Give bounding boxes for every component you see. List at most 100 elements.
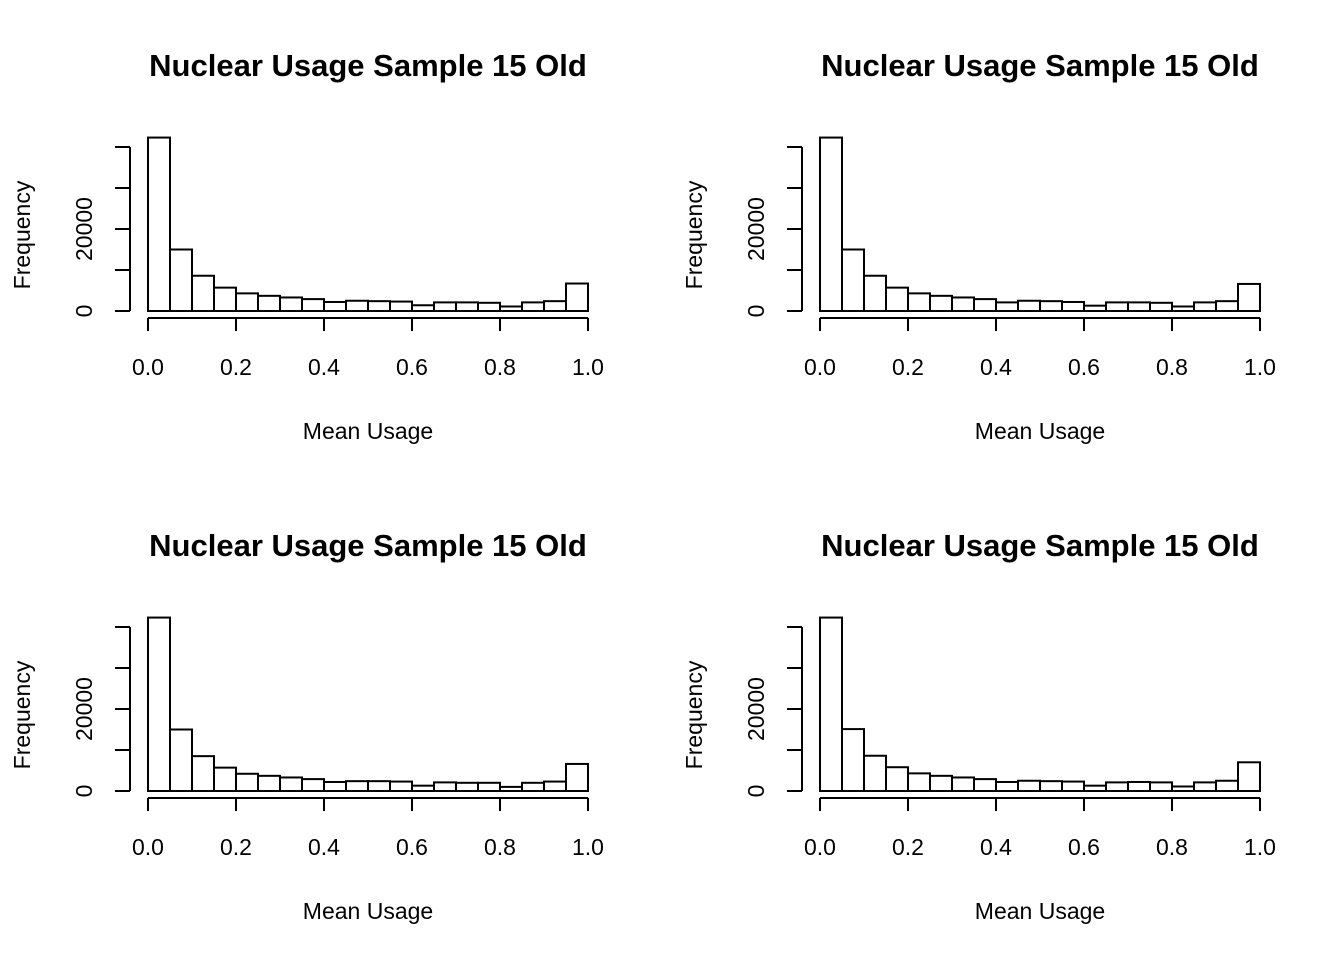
histogram-bar	[1017, 779, 1041, 792]
histogram-bar	[973, 778, 997, 792]
y-axis-title: Frequency	[681, 660, 707, 769]
x-axis-title: Mean Usage	[975, 898, 1105, 924]
histogram-bar	[543, 780, 567, 793]
histogram-bar	[279, 776, 303, 793]
x-tick-label: 1.0	[572, 834, 604, 860]
y-tick-label: 0	[71, 785, 97, 798]
histogram-bar	[389, 300, 413, 313]
histogram-bar	[235, 772, 259, 792]
x-tick-label: 0.2	[220, 834, 252, 860]
histogram-bar	[169, 248, 193, 312]
histogram-bar	[565, 762, 589, 793]
histogram-bar	[433, 781, 457, 793]
histogram-bar	[1017, 299, 1041, 312]
x-tick-label: 0.0	[132, 834, 164, 860]
histogram-bar	[147, 136, 171, 312]
histogram-bar	[411, 304, 435, 313]
histogram-bar	[1061, 780, 1085, 793]
histogram-bar	[1237, 282, 1261, 313]
histogram-panel: Nuclear Usage Sample 15 Old 0.0 0.2 0.4 0.6 0…	[9, 528, 604, 924]
histogram-bar	[477, 301, 501, 312]
histogram-bar	[1215, 779, 1239, 792]
histogram-bar	[841, 248, 865, 312]
x-tick-label: 0.2	[892, 354, 924, 380]
chart-title: Nuclear Usage Sample 15 Old	[149, 48, 587, 83]
histogram-bar	[1105, 301, 1129, 313]
histogram-bar	[1039, 300, 1063, 313]
x-tick-label: 0.0	[804, 354, 836, 380]
histogram-bar	[907, 772, 931, 792]
histogram-bar	[1149, 781, 1173, 793]
histogram-bar	[411, 784, 435, 793]
histogram-bar	[929, 294, 953, 312]
histogram-bar	[1083, 784, 1107, 793]
y-tick-label: 20000	[743, 197, 769, 261]
x-tick-label: 0.6	[1068, 354, 1100, 380]
x-tick-label: 0.6	[396, 354, 428, 380]
chart-title: Nuclear Usage Sample 15 Old	[821, 528, 1259, 563]
histogram-bar	[819, 136, 843, 312]
histogram-bar	[995, 301, 1019, 313]
histogram-bar	[521, 781, 545, 792]
histogram-bar	[1039, 780, 1063, 793]
histogram-bar	[1193, 781, 1217, 793]
histogram-bar	[907, 292, 931, 312]
x-tick-label: 0.8	[1156, 354, 1188, 380]
histogram-bar	[863, 754, 887, 792]
histogram-bar	[235, 292, 259, 312]
histogram-bar	[543, 300, 567, 313]
x-axis-title: Mean Usage	[303, 898, 433, 924]
histogram-bar	[995, 780, 1019, 793]
histogram-bar	[1061, 300, 1085, 313]
histogram-bar	[885, 766, 909, 793]
histogram-bar	[433, 301, 457, 313]
x-tick-label: 0.2	[892, 834, 924, 860]
histogram-bar	[973, 298, 997, 312]
histogram-bar	[213, 766, 237, 793]
histogram-bar	[147, 616, 171, 792]
y-tick-label: 20000	[743, 677, 769, 741]
histogram-bar	[323, 300, 347, 313]
y-axis-title: Frequency	[9, 180, 35, 289]
histogram-bar	[191, 274, 215, 312]
x-tick-label: 0.8	[484, 834, 516, 860]
histogram-bar	[367, 300, 391, 313]
histogram-panel: Nuclear Usage Sample 15 Old 0.0 0.2 0.4 0.6 0…	[9, 48, 604, 444]
histogram-bar	[367, 780, 391, 793]
x-tick-label: 0.8	[1156, 834, 1188, 860]
y-tick-label: 0	[71, 305, 97, 318]
histogram-bar	[885, 286, 909, 313]
histogram-bar	[1171, 305, 1195, 312]
histogram-bar	[323, 780, 347, 793]
histogram-bar	[1127, 301, 1151, 313]
histogram-bar	[455, 781, 479, 792]
y-axis-title: Frequency	[9, 660, 35, 769]
histogram-bar	[1127, 780, 1151, 793]
x-tick-label: 0.6	[1068, 834, 1100, 860]
x-axis-title: Mean Usage	[975, 418, 1105, 444]
y-tick-label: 0	[743, 785, 769, 798]
histogram-bar	[1193, 301, 1217, 313]
histogram-bar	[929, 774, 953, 792]
histogram-bar	[521, 301, 545, 313]
histogram-bar	[345, 780, 369, 793]
x-tick-label: 0.6	[396, 834, 428, 860]
x-tick-label: 0.0	[804, 834, 836, 860]
histogram-bar	[345, 299, 369, 312]
x-tick-label: 0.8	[484, 354, 516, 380]
x-tick-label: 0.0	[132, 354, 164, 380]
chart-title: Nuclear Usage Sample 15 Old	[821, 48, 1259, 83]
histogram-bar	[169, 728, 193, 792]
x-tick-label: 1.0	[1244, 834, 1276, 860]
x-tick-label: 0.2	[220, 354, 252, 380]
x-tick-label: 0.4	[980, 834, 1012, 860]
histogram-bar	[257, 774, 281, 792]
histogram-bar	[257, 294, 281, 312]
x-tick-label: 0.4	[980, 354, 1012, 380]
histogram-bar	[1171, 785, 1195, 792]
histogram-panel: Nuclear Usage Sample 15 Old 0.0 0.2 0.4 0.6 0…	[681, 48, 1276, 444]
histogram-bar	[499, 305, 523, 312]
histogram-bar	[819, 616, 843, 792]
histogram-bar	[841, 728, 865, 792]
